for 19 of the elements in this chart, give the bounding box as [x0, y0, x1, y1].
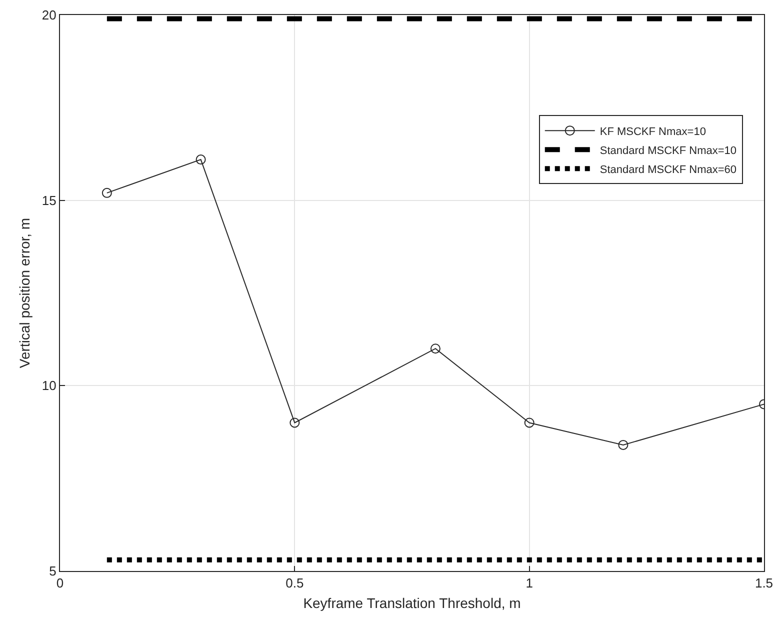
point [430, 344, 440, 354]
y-tick-label: 20 [42, 8, 56, 23]
x-tick-label: 1 [526, 576, 533, 591]
y-tick-label: 15 [42, 192, 56, 208]
x-tick-label: 1.5 [754, 576, 774, 591]
y-tick-label: 10 [42, 378, 56, 394]
x-tick-label: 0.5 [286, 576, 304, 591]
legend-label: Standard MSCKF Nmax=60 [600, 164, 737, 176]
point [102, 188, 112, 198]
legend-label: KF MSCKF Nmax=10 [600, 126, 706, 138]
y-tick-label: 5 [49, 564, 56, 579]
point [290, 418, 300, 428]
point [196, 154, 206, 165]
legend-label: Standard MSCKF Nmax=10 [600, 144, 737, 157]
y-axis-title: Vertical position error, m [16, 218, 33, 368]
x-tick-label: 0 [56, 576, 64, 591]
x-axis-title: Keyframe Translation Threshold, m [303, 594, 521, 611]
point [524, 418, 534, 428]
point [618, 440, 628, 450]
